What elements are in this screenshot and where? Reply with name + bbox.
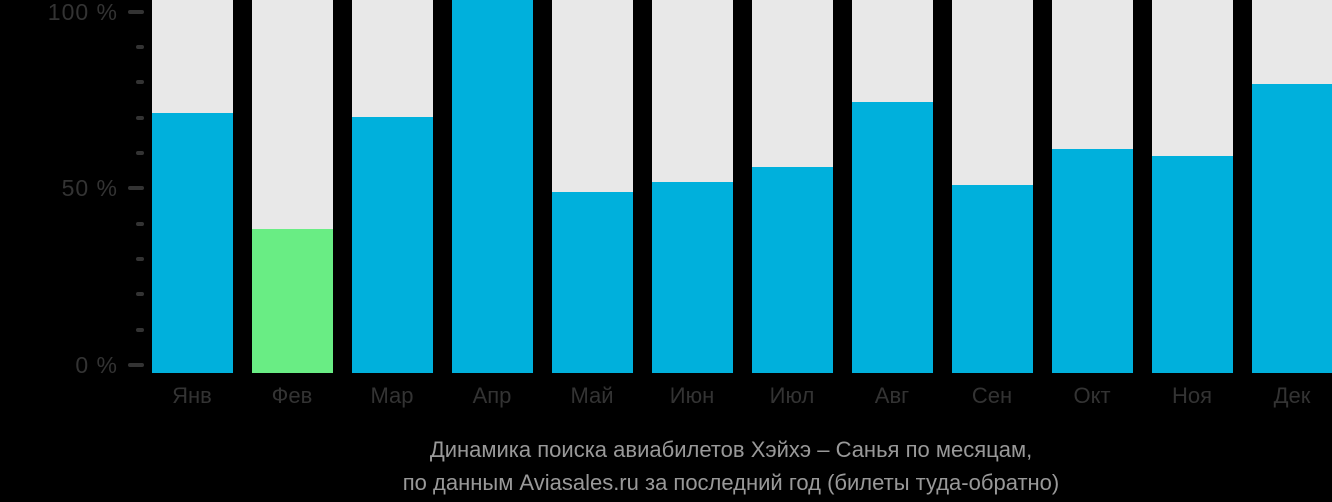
value-bar-Июн	[652, 182, 733, 373]
y-axis-label-100: 100 %	[47, 0, 118, 25]
x-axis-label-Май: Май	[570, 383, 614, 408]
chart-subtitle: по данным Aviasales.ru за последний год …	[402, 470, 1060, 495]
chart-caption: Динамика поиска авиабилетов Хэйхэ – Сань…	[131, 433, 1331, 499]
y-axis-minor-tick	[136, 292, 144, 296]
x-axis-label-Авг: Авг	[874, 383, 910, 408]
x-axis-label-Июл: Июл	[769, 383, 815, 408]
y-axis-minor-tick	[136, 116, 144, 120]
value-bar-Июл	[752, 167, 833, 373]
x-axis-label-Ноя: Ноя	[1171, 383, 1213, 408]
y-axis-minor-tick	[136, 257, 144, 261]
value-bar-Апр	[452, 0, 533, 373]
x-axis-label-Сен: Сен	[971, 383, 1013, 408]
value-bar-Сен	[952, 185, 1033, 373]
y-axis-major-tick	[128, 186, 144, 190]
chart-title: Динамика поиска авиабилетов Хэйхэ – Сань…	[429, 437, 1033, 462]
x-axis-label-Апр: Апр	[472, 383, 512, 408]
value-bar-Окт	[1052, 149, 1133, 373]
y-axis-minor-tick	[136, 222, 144, 226]
y-axis-label-50: 50 %	[61, 175, 118, 201]
value-bar-Янв	[152, 113, 233, 373]
y-axis-major-tick	[128, 10, 144, 14]
y-axis-minor-tick	[136, 151, 144, 155]
y-axis-minor-tick	[136, 328, 144, 332]
value-bar-Мар	[352, 117, 433, 373]
value-bar-Май	[552, 192, 633, 373]
y-axis-major-tick	[128, 363, 144, 367]
x-axis-label-Мар: Мар	[370, 383, 414, 408]
y-axis-minor-tick	[136, 80, 144, 84]
x-axis-label-Янв: Янв	[172, 383, 212, 408]
value-bar-Дек	[1252, 84, 1332, 373]
value-bar-Авг	[852, 102, 933, 373]
y-axis-label-0: 0 %	[75, 352, 118, 378]
x-axis-label-Фев: Фев	[271, 383, 313, 408]
value-bar-Фев	[252, 229, 333, 373]
x-axis-label-Окт: Окт	[1073, 383, 1111, 408]
x-axis-label-Дек: Дек	[1273, 383, 1311, 408]
plot-area: 0 % 50 % 100 % Янв Фев Мар Апр Май Июн Июл Авг Сен О…	[47, 0, 1332, 408]
value-bar-Ноя	[1152, 156, 1233, 373]
x-axis-label-Июн: Июн	[669, 383, 715, 408]
y-axis-minor-tick	[136, 45, 144, 49]
